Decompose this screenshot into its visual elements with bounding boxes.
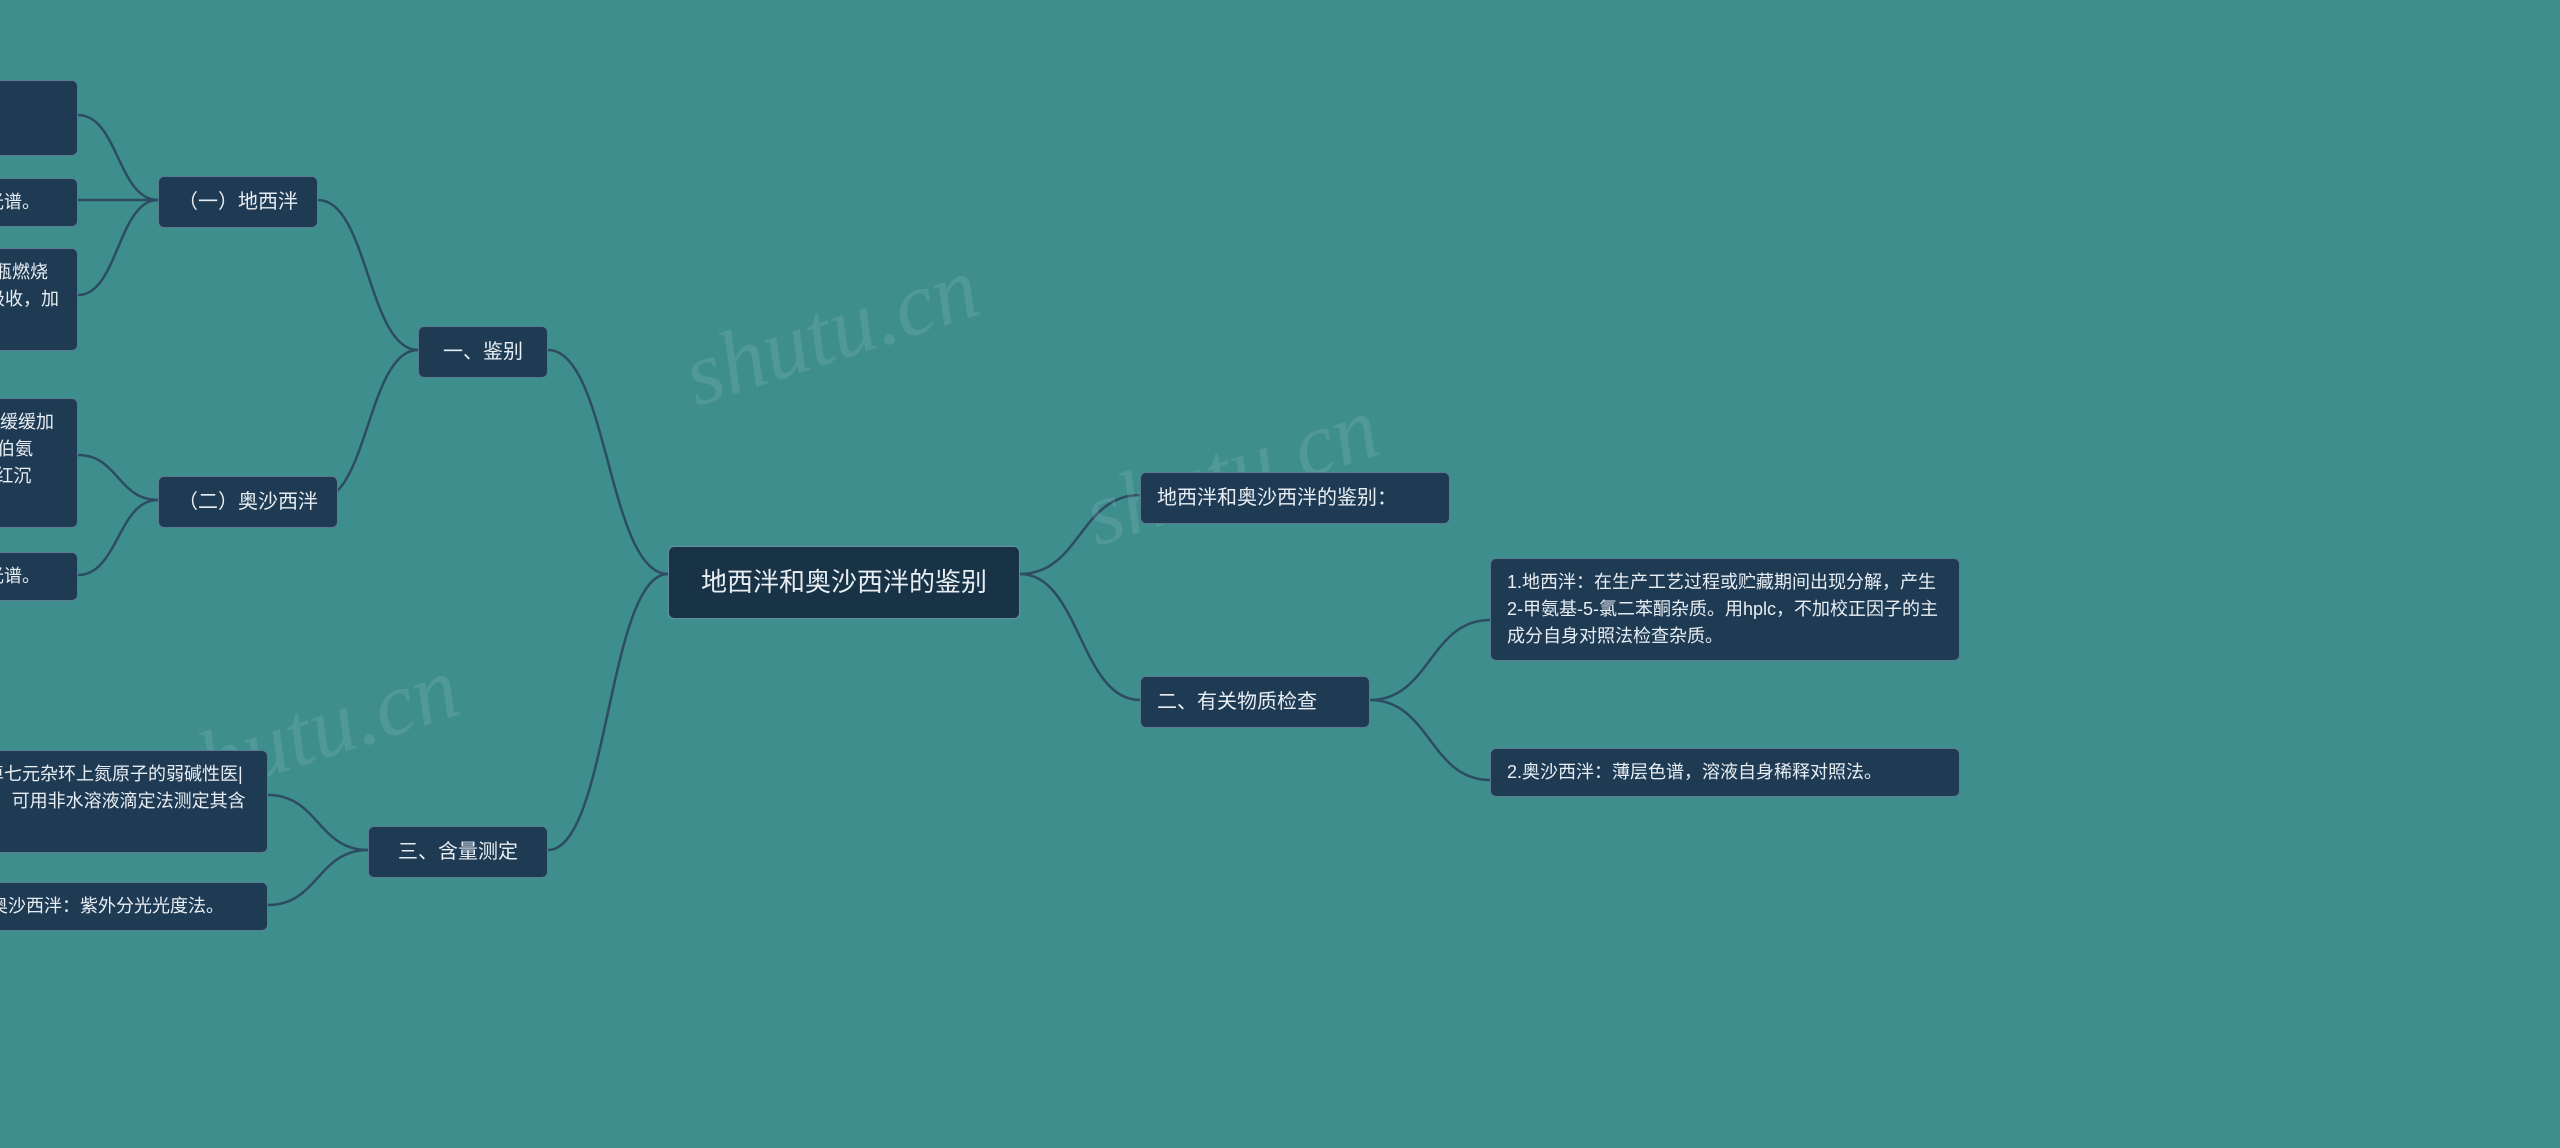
leaf-label: 2.紫外和红外吸收光谱。 bbox=[0, 189, 40, 216]
leaf-label: 2.奥沙西泮：薄层色谱，溶液自身稀释对照法。 bbox=[1507, 759, 1882, 786]
root-node[interactable]: 地西泮和奥沙西泮的鉴别 bbox=[668, 546, 1020, 619]
leaf-label: 1.水解后重氮化-偶合反应盐酸酸性条件下，缓缓加热煮沸，水解生成二苯甲酮衍生物，… bbox=[0, 409, 61, 517]
leaf-l1b1[interactable]: 1.水解后重氮化-偶合反应盐酸酸性条件下，缓缓加热煮沸，水解生成二苯甲酮衍生物，… bbox=[0, 398, 78, 528]
leaf-label: 2.紫外光谱和红外光谱。 bbox=[0, 563, 40, 590]
leaf-label: 1.硫酸-荧光反应药物溶于硫酸后，在紫外光（365nm）下，呈现黄绿色荧光。 bbox=[0, 91, 61, 145]
leaf-l1a1[interactable]: 1.硫酸-荧光反应药物溶于硫酸后，在紫外光（365nm）下，呈现黄绿色荧光。 bbox=[0, 80, 78, 156]
branch-left-1[interactable]: 一、鉴别 bbox=[418, 326, 548, 378]
leaf-l1a3[interactable]: 3.氯元素反应本药物为有机氯化合物，用氧瓶燃烧法破坏，生成氯化氢，以5%氢氧化钠… bbox=[0, 248, 78, 351]
branch-right-2[interactable]: 二、有关物质检查 bbox=[1140, 676, 1370, 728]
connector-layer bbox=[0, 0, 2560, 1148]
leaf-l1b2[interactable]: 2.紫外光谱和红外光谱。 bbox=[0, 552, 78, 601]
leaf-r2a[interactable]: 1.地西泮：在生产工艺过程或贮藏期间出现分解，产生2-甲氨基-5-氯二苯酮杂质。… bbox=[1490, 558, 1960, 661]
branch-l1a[interactable]: （一）地西泮 bbox=[158, 176, 318, 228]
leaf-label: 2.奥沙西泮：紫外分光光度法。 bbox=[0, 893, 224, 920]
leaf-l1a2[interactable]: 2.紫外和红外吸收光谱。 bbox=[0, 178, 78, 227]
leaf-label: 1.地西泮：在生产工艺过程或贮藏期间出现分解，产生2-甲氨基-5-氯二苯酮杂质。… bbox=[1507, 569, 1943, 650]
branch-left-3[interactable]: 三、含量测定 bbox=[368, 826, 548, 878]
leaf-l3a[interactable]: 1.地西泮：二氮杂卓七元杂环上氮原子的弱碱性医|学教|育网搜集整理，可用非水溶液… bbox=[0, 750, 268, 853]
branch-l1b[interactable]: （二）奥沙西泮 bbox=[158, 476, 338, 528]
branch-label: 地西泮和奥沙西泮的鉴别： bbox=[1157, 483, 1397, 513]
leaf-l3b[interactable]: 2.奥沙西泮：紫外分光光度法。 bbox=[0, 882, 268, 931]
leaf-label: 1.地西泮：二氮杂卓七元杂环上氮原子的弱碱性医|学教|育网搜集整理，可用非水溶液… bbox=[0, 761, 251, 842]
branch-label: 二、有关物质检查 bbox=[1157, 687, 1317, 717]
leaf-r2b[interactable]: 2.奥沙西泮：薄层色谱，溶液自身稀释对照法。 bbox=[1490, 748, 1960, 797]
watermark: shutu.cn bbox=[671, 236, 991, 427]
branch-label: （二）奥沙西泮 bbox=[178, 487, 318, 517]
branch-right-1[interactable]: 地西泮和奥沙西泮的鉴别： bbox=[1140, 472, 1450, 524]
branch-label: 一、鉴别 bbox=[443, 337, 523, 367]
branch-label: 三、含量测定 bbox=[398, 837, 518, 867]
branch-label: （一）地西泮 bbox=[178, 187, 298, 217]
leaf-label: 3.氯元素反应本药物为有机氯化合物，用氧瓶燃烧法破坏，生成氯化氢，以5%氢氧化钠… bbox=[0, 259, 61, 340]
root-label: 地西泮和奥沙西泮的鉴别 bbox=[701, 563, 987, 602]
